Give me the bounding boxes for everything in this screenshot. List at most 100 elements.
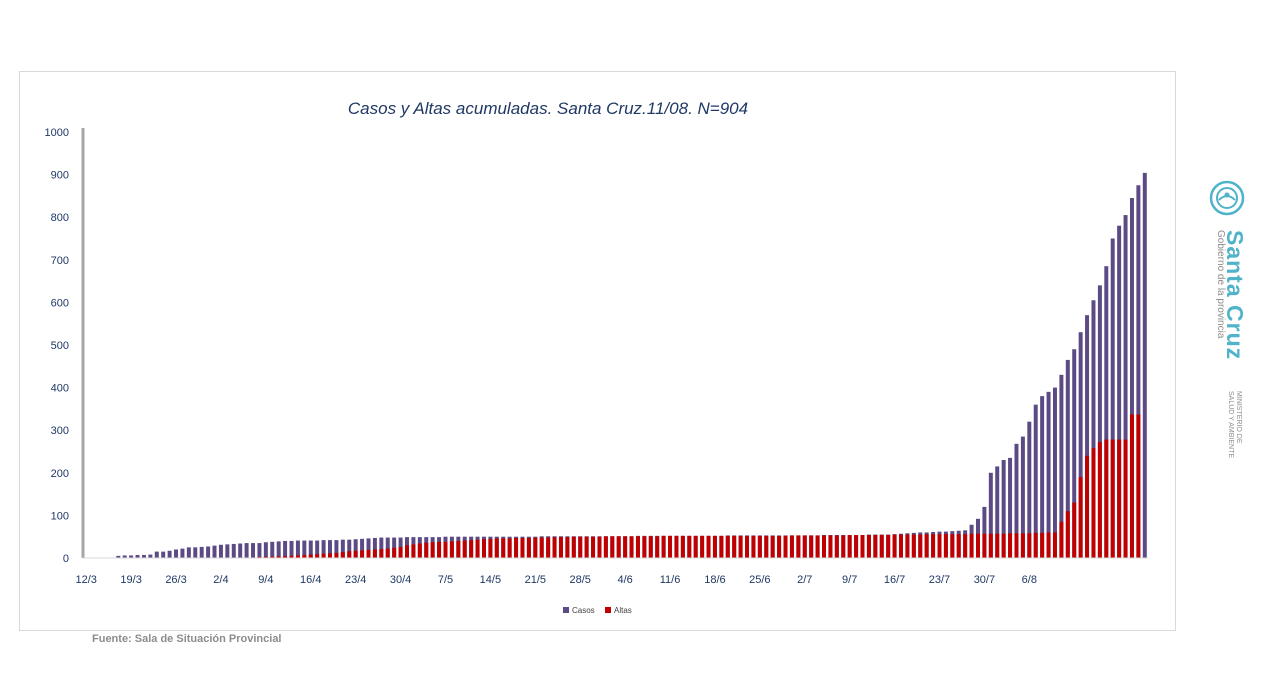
altas-bar xyxy=(629,536,634,558)
altas-bar xyxy=(700,535,705,558)
altas-bar xyxy=(918,534,923,558)
altas-bar xyxy=(943,534,948,558)
altas-bar xyxy=(462,540,467,558)
altas-bar xyxy=(950,534,955,558)
x-tick-label: 18/6 xyxy=(704,574,725,586)
casos-bar xyxy=(244,543,249,558)
casos-bar xyxy=(321,540,326,558)
casos-bar xyxy=(1052,387,1057,558)
altas-bar xyxy=(635,536,640,558)
casos-bar xyxy=(174,549,179,558)
casos-bar xyxy=(212,545,217,558)
x-tick-label: 23/4 xyxy=(345,574,366,586)
casos-bar xyxy=(276,541,281,558)
casos-bar xyxy=(206,546,211,558)
altas-bar xyxy=(924,534,929,558)
altas-bar xyxy=(456,540,461,558)
altas-bar xyxy=(417,543,422,558)
altas-bar xyxy=(866,535,871,558)
x-tick-label: 6/8 xyxy=(1022,574,1037,586)
brand-ministry: MINISTERIO DE SALUD Y AMBIENTE xyxy=(1226,391,1242,511)
altas-bar xyxy=(995,533,1000,558)
casos-bar xyxy=(1027,421,1032,558)
casos-bar xyxy=(1008,457,1013,558)
altas-bar xyxy=(289,555,294,558)
altas-bar xyxy=(347,551,352,558)
altas-bar xyxy=(822,535,826,558)
x-tick-label: 12/3 xyxy=(75,574,96,586)
x-tick-label: 16/4 xyxy=(300,574,321,586)
altas-bar xyxy=(757,535,762,558)
altas-bar xyxy=(276,556,281,558)
altas-bar xyxy=(520,537,525,558)
x-tick-label: 26/3 xyxy=(165,574,186,586)
casos-bar xyxy=(392,537,397,558)
altas-bar xyxy=(565,537,570,558)
legend-label: Casos xyxy=(572,606,595,615)
altas-bar xyxy=(295,555,300,558)
casos-bar xyxy=(1065,359,1070,558)
altas-bar xyxy=(372,549,377,558)
chart-svg: Casos y Altas acumuladas. Santa Cruz.11/… xyxy=(45,99,1148,615)
casos-bar xyxy=(340,539,345,558)
altas-bar xyxy=(392,547,397,558)
altas-bar xyxy=(969,533,974,558)
casos-bar xyxy=(1040,396,1045,558)
x-tick-label: 16/7 xyxy=(884,574,905,586)
altas-bar xyxy=(1091,448,1096,558)
altas-bar xyxy=(1027,533,1032,558)
x-tick-label: 9/7 xyxy=(842,574,857,586)
altas-bar xyxy=(424,542,429,558)
casos-bar xyxy=(225,544,230,558)
altas-bar xyxy=(321,553,326,558)
altas-bar xyxy=(982,533,987,558)
casos-bar xyxy=(372,537,377,558)
altas-bar xyxy=(308,554,313,558)
altas-bar xyxy=(1072,502,1077,558)
altas-bar xyxy=(834,535,839,558)
casos-bar xyxy=(315,540,320,558)
altas-bar xyxy=(1046,532,1051,558)
altas-bar xyxy=(360,550,365,558)
altas-bar xyxy=(892,534,897,558)
altas-bar xyxy=(1117,439,1122,558)
casos-bar xyxy=(1078,332,1083,558)
altas-bar xyxy=(1008,533,1013,558)
altas-bar xyxy=(860,535,865,558)
casos-bar xyxy=(154,551,159,558)
altas-bar xyxy=(1014,533,1019,558)
altas-bar xyxy=(886,535,891,558)
casos-bar xyxy=(1020,436,1025,558)
altas-bar xyxy=(841,535,846,558)
x-tick-label: 4/6 xyxy=(617,574,632,586)
casos-bar xyxy=(1117,225,1122,558)
altas-bar xyxy=(1052,532,1057,558)
altas-bar xyxy=(623,536,628,558)
casos-bar xyxy=(308,540,313,558)
altas-bar xyxy=(1110,439,1115,558)
casos-bar xyxy=(1129,198,1134,558)
casos-bar xyxy=(982,506,987,558)
y-tick-label: 100 xyxy=(51,510,69,522)
ministry-line-1: MINISTERIO DE xyxy=(1235,391,1242,444)
altas-bar xyxy=(988,533,993,558)
altas-bar xyxy=(777,535,782,558)
casos-bar xyxy=(193,547,198,558)
altas-bar xyxy=(976,533,980,558)
altas-bar xyxy=(578,536,583,558)
altas-bar xyxy=(533,537,538,558)
x-tick-label: 28/5 xyxy=(569,574,590,586)
legend-swatch xyxy=(605,607,611,613)
x-tick-label: 30/4 xyxy=(390,574,411,586)
chart-title: Casos y Altas acumuladas. Santa Cruz.11/… xyxy=(348,99,748,118)
y-tick-label: 300 xyxy=(51,425,69,437)
casos-bar xyxy=(347,539,352,558)
altas-bar xyxy=(514,537,519,558)
casos-bar xyxy=(1091,300,1096,558)
y-tick-label: 600 xyxy=(51,297,69,309)
altas-bar xyxy=(687,535,692,558)
altas-bar xyxy=(899,534,903,558)
x-tick-label: 14/5 xyxy=(480,574,501,586)
casos-bar xyxy=(116,555,121,558)
casos-bar xyxy=(1059,374,1064,558)
